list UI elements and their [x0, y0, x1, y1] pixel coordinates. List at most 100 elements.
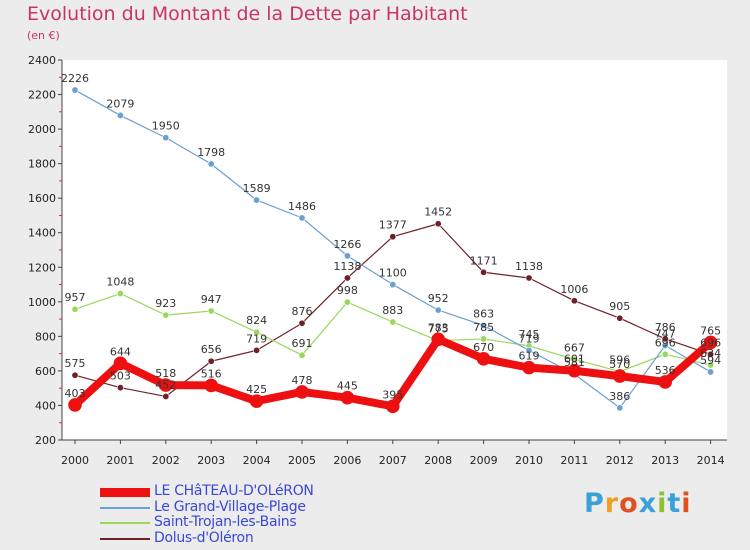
x-tick-label: 2000	[61, 454, 89, 467]
data-point	[703, 335, 718, 350]
data-label: 1100	[379, 267, 407, 280]
data-point	[340, 390, 355, 405]
data-point	[707, 361, 715, 369]
data-point	[253, 346, 261, 354]
data-point	[567, 363, 582, 378]
data-point	[343, 274, 351, 282]
data-label: 719	[519, 332, 540, 345]
logo-letter: o	[619, 488, 639, 519]
data-label: 516	[201, 367, 222, 380]
y-tick-label: 1200	[28, 261, 56, 274]
data-point	[71, 305, 79, 313]
data-point	[570, 355, 578, 363]
x-tick-label: 2006	[333, 454, 361, 467]
data-label: 923	[155, 297, 176, 310]
data-label: 575	[65, 357, 86, 370]
data-point	[298, 319, 306, 327]
chart-title: Evolution du Montant de la Dette par Hab…	[27, 3, 468, 25]
data-label: 745	[519, 328, 540, 341]
y-tick-label: 600	[35, 365, 56, 378]
data-point	[525, 274, 533, 282]
data-label: 1798	[197, 146, 225, 159]
data-point	[113, 356, 128, 371]
data-point	[68, 398, 82, 412]
y-tick-label: 1800	[28, 158, 56, 171]
data-label: 691	[292, 337, 313, 350]
data-label: 581	[564, 356, 585, 369]
data-label: 957	[65, 291, 86, 304]
x-tick-label: 2013	[651, 454, 679, 467]
data-label: 1138	[515, 260, 543, 273]
data-label: 2079	[106, 97, 134, 110]
data-point	[707, 350, 715, 358]
data-label: 696	[655, 336, 676, 349]
data-point	[480, 335, 488, 343]
data-point	[116, 111, 124, 119]
data-label: 952	[428, 292, 449, 305]
data-label: 947	[201, 293, 222, 306]
data-label: 1048	[106, 276, 134, 289]
data-label: 425	[246, 383, 267, 396]
data-point	[116, 290, 124, 298]
data-label: 747	[655, 328, 676, 341]
data-point	[207, 160, 215, 168]
data-label: 1266	[333, 238, 361, 251]
legend-swatch	[100, 487, 150, 497]
data-label: 786	[655, 321, 676, 334]
data-point	[661, 342, 669, 350]
data-label: 503	[110, 370, 131, 383]
data-label: 452	[155, 378, 176, 391]
y-tick-label: 2200	[28, 89, 56, 102]
data-point	[343, 252, 351, 260]
data-label: 445	[337, 380, 358, 393]
x-tick-label: 2014	[697, 454, 725, 467]
data-point	[249, 394, 264, 408]
data-point	[480, 268, 488, 276]
data-point	[707, 368, 715, 376]
data-point	[162, 134, 170, 142]
data-label: 824	[246, 314, 267, 327]
data-label: 619	[519, 350, 540, 363]
logo-letter: x	[638, 488, 658, 519]
x-tick-label: 2002	[152, 454, 180, 467]
data-point	[434, 306, 442, 314]
data-label: 395	[382, 388, 403, 401]
data-point	[162, 392, 170, 400]
data-label: 403	[65, 387, 86, 400]
data-label: 1377	[379, 219, 407, 232]
y-tick-label: 1400	[28, 227, 56, 240]
data-point	[480, 321, 488, 329]
data-point	[116, 384, 124, 392]
data-label: 998	[337, 284, 358, 297]
x-tick-label: 2008	[424, 454, 452, 467]
logo-letter: P	[584, 488, 605, 519]
data-point	[570, 297, 578, 305]
legend-label: Dolus-d'Oléron	[154, 529, 254, 546]
data-point	[612, 369, 627, 383]
data-label: 1950	[152, 120, 180, 133]
data-label: 719	[246, 332, 267, 345]
data-label: 594	[700, 354, 721, 367]
y-tick-label: 800	[35, 330, 56, 343]
x-tick-label: 2009	[470, 454, 498, 467]
legend-swatch	[100, 506, 150, 509]
data-point	[389, 233, 397, 241]
logo-letter: t	[667, 488, 682, 519]
data-point	[298, 351, 306, 359]
data-label: 905	[609, 300, 630, 313]
y-tick-label: 2400	[28, 54, 56, 67]
data-point	[616, 404, 624, 412]
y-tick-label: 200	[35, 434, 56, 447]
data-label: 667	[564, 341, 585, 354]
data-point	[389, 281, 397, 289]
legend-label: Saint-Trojan-les-Bains	[154, 514, 297, 530]
data-label: 696	[700, 336, 721, 349]
data-point	[525, 346, 533, 354]
data-point	[343, 298, 351, 306]
x-tick-label: 2007	[379, 454, 407, 467]
data-label: 783	[428, 321, 449, 334]
data-point	[385, 399, 400, 414]
data-label: 2226	[61, 72, 89, 85]
